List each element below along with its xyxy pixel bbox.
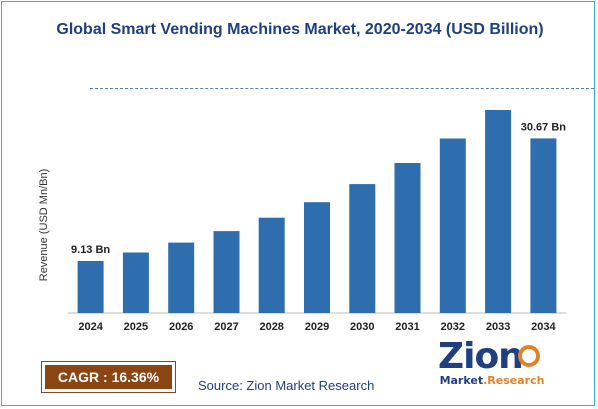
x-tick-2028: 2028 [259,321,283,333]
bar-2032 [439,138,466,313]
logo-sub-left: Market [439,374,484,387]
bar-2031 [394,163,421,313]
bar-2028 [258,217,285,313]
x-tick-2031: 2031 [395,321,419,333]
data-label-2034: 30.67 Bn [521,121,567,133]
x-tick-2033: 2033 [486,321,510,333]
cagr-badge: CAGR : 16.36% [41,361,176,393]
divider-line [90,88,594,89]
y-axis-label: Revenue (USD Mn/Bn) [38,169,50,282]
x-tick-2025: 2025 [124,321,148,333]
x-tick-2030: 2030 [350,321,374,333]
bar-2034 [530,138,557,313]
x-tick-labels: 2024 2025 2026 2027 2028 2029 2030 2031 2032 2033… [78,321,556,333]
x-tick-2027: 2027 [214,321,238,333]
x-tick-2024: 2024 [78,321,103,333]
bar-2026 [168,242,195,313]
bar-2029 [304,202,330,313]
logo-word: Zion [438,336,524,377]
data-label-2024: 9.13 Bn [71,244,110,256]
chart-title: Global Smart Vending Machines Market, 20… [56,21,544,38]
x-tick-2026: 2026 [169,321,193,333]
bar-2033 [485,110,512,313]
bar-2025 [122,252,149,313]
logo-subtitle: Market.Research [430,374,554,387]
logo-ring-icon [518,345,540,367]
bar-2027 [213,231,240,313]
zion-logo: Zion Market.Research [430,338,554,394]
source-text: Source: Zion Market Research [198,378,375,393]
x-tick-2029: 2029 [305,321,329,333]
cagr-text: CAGR : 16.36% [45,365,172,389]
bar-2024 [77,261,104,313]
bars-group [77,110,557,313]
bar-2030 [349,184,376,313]
logo-sub-right: .Research [483,374,545,387]
x-tick-2034: 2034 [531,321,556,333]
data-labels: 9.13 Bn 30.67 Bn [71,121,566,256]
x-tick-2032: 2032 [441,321,465,333]
